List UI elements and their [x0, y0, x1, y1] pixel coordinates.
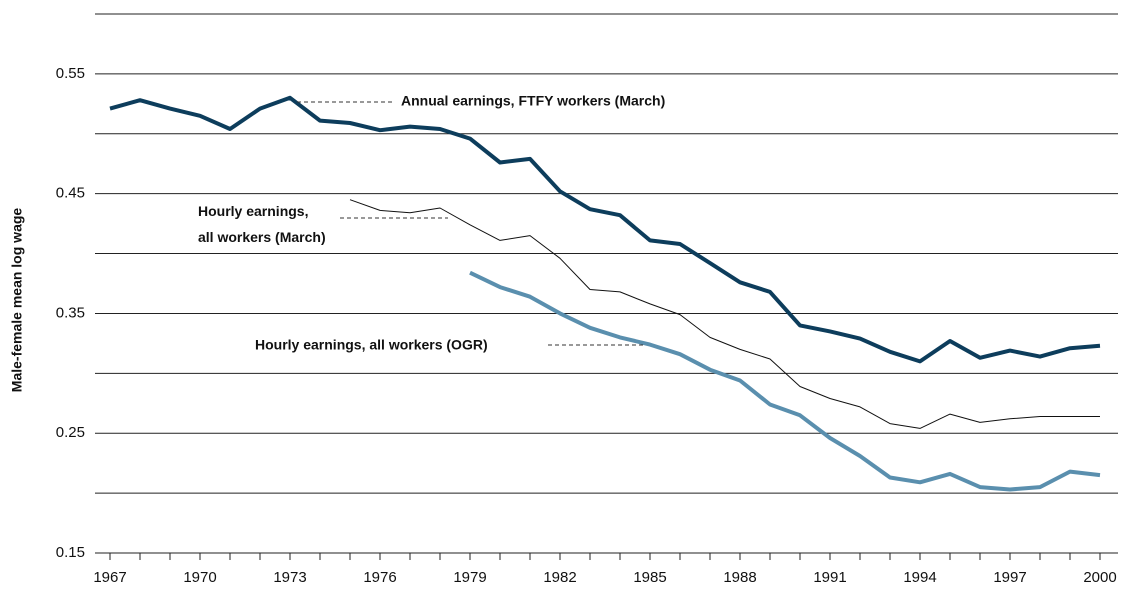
y-tick-label: 0.35 — [56, 304, 85, 321]
x-tick-label: 1991 — [813, 569, 846, 586]
y-tick-label: 0.55 — [56, 65, 85, 82]
series-label: Hourly earnings, all workers (OGR) — [255, 337, 488, 353]
x-tick-label: 1988 — [723, 569, 756, 586]
y-tick-label: 0.15 — [56, 544, 85, 561]
x-tick-label: 2000 — [1083, 569, 1116, 586]
x-tick-label: 1982 — [543, 569, 576, 586]
x-tick-label: 1967 — [93, 569, 126, 586]
x-tick-label: 1994 — [903, 569, 936, 586]
x-tick-label: 1985 — [633, 569, 666, 586]
y-tick-label: 0.25 — [56, 424, 85, 441]
x-tick-label: 1997 — [993, 569, 1026, 586]
series-line — [109, 95, 1101, 364]
series-label: Hourly earnings, all workers (March) — [198, 203, 326, 245]
x-tick-label: 1970 — [183, 569, 216, 586]
x-tick-label: 1976 — [363, 569, 396, 586]
x-tick-label: 1979 — [453, 569, 486, 586]
series-line — [349, 199, 1100, 429]
y-tick-label: 0.45 — [56, 185, 85, 202]
series-line — [469, 270, 1101, 492]
y-axis-label: Male-female mean log wage — [9, 208, 25, 393]
series-label: Annual earnings, FTFY workers (March) — [401, 93, 665, 109]
x-tick-label: 1973 — [273, 569, 306, 586]
